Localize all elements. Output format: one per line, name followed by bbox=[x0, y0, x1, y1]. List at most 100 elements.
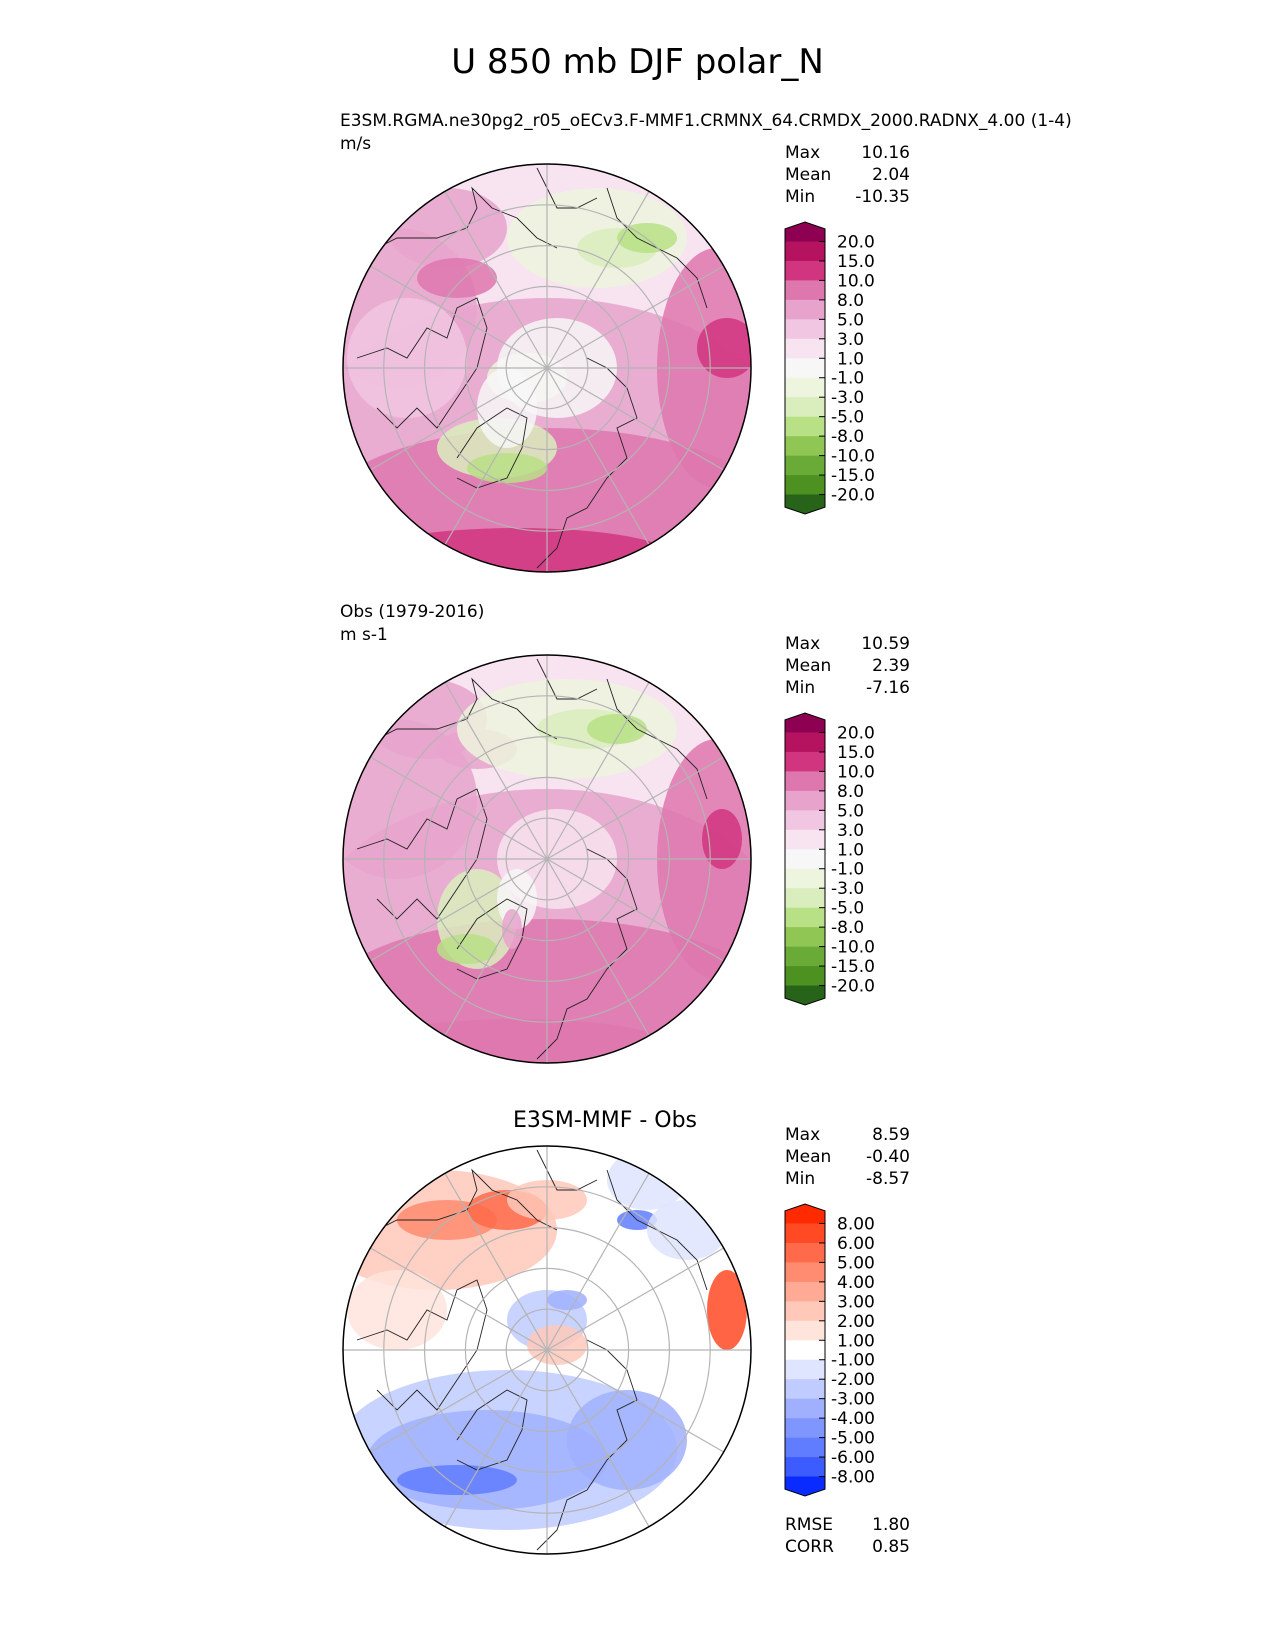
colorbar-tick-label: 1.00 bbox=[837, 1331, 875, 1351]
colorbar-extend-top bbox=[785, 1204, 825, 1224]
colorbar-tick-label: 1.0 bbox=[837, 349, 864, 369]
meridian-line bbox=[546, 1173, 650, 1351]
gridlines bbox=[343, 1146, 751, 1554]
colorbar-tick-label: 5.0 bbox=[837, 801, 864, 821]
stat-value: 10.16 bbox=[861, 143, 910, 163]
meridian-line bbox=[546, 1247, 724, 1351]
colorbar-segment bbox=[785, 260, 825, 281]
gridlines bbox=[343, 655, 751, 1063]
colorbar-tick-label: -4.00 bbox=[831, 1409, 875, 1429]
colorbar-segment bbox=[785, 241, 825, 262]
colorbar-segment bbox=[785, 751, 825, 772]
field-contour bbox=[587, 714, 647, 744]
colorbar-segment bbox=[785, 1340, 825, 1361]
meridian-line bbox=[546, 367, 724, 471]
colorbar-segment bbox=[785, 1281, 825, 1302]
colorbar-segment bbox=[785, 416, 825, 437]
stat-value: 8.59 bbox=[872, 1125, 910, 1145]
colorbar-tick-label: 15.0 bbox=[837, 252, 875, 272]
polar-map-1 bbox=[342, 163, 752, 573]
coastline bbox=[376, 186, 558, 249]
panel3-metrics: RMSE 1.80 CORR 0.85 bbox=[785, 1514, 910, 1558]
colorbar-segment bbox=[785, 475, 825, 495]
coastline bbox=[536, 357, 638, 569]
polar-map-3 bbox=[342, 1145, 752, 1555]
colorbar-tick-label: 5.00 bbox=[837, 1253, 875, 1273]
meridian-line bbox=[370, 265, 548, 369]
colorbar-segment bbox=[785, 1223, 825, 1244]
colorbar-extend-top bbox=[785, 713, 825, 733]
stat-label: Min bbox=[785, 187, 816, 207]
stat-value: -0.40 bbox=[866, 1147, 910, 1167]
field-contour bbox=[467, 453, 547, 483]
stat-value: -7.16 bbox=[866, 678, 910, 698]
meridian-line bbox=[370, 858, 548, 962]
colorbar-tick-label: 6.00 bbox=[837, 1234, 875, 1254]
colorbar-tick-label: -1.0 bbox=[831, 369, 864, 389]
stat-label: Mean bbox=[785, 165, 832, 185]
colorbar-tick-label: -20.0 bbox=[831, 486, 875, 506]
meridian-line bbox=[370, 1247, 548, 1351]
colorbar-segment bbox=[785, 946, 825, 967]
coastline bbox=[536, 167, 598, 209]
colorbar-tick-label: -3.0 bbox=[831, 388, 864, 408]
colorbar-segment bbox=[785, 907, 825, 928]
panel1-units: m/s bbox=[340, 134, 372, 154]
map-boundary bbox=[342, 1145, 752, 1555]
colorbar-outline bbox=[784, 712, 826, 1006]
colorbar-tick-label: -3.0 bbox=[831, 879, 864, 899]
meridian-line bbox=[444, 682, 548, 860]
coastline bbox=[536, 1339, 638, 1551]
gridlines bbox=[343, 164, 751, 572]
colorbar-tick-label: -8.00 bbox=[831, 1468, 875, 1488]
colorbar-segment bbox=[785, 1398, 825, 1419]
field-contour bbox=[417, 258, 497, 298]
colorbar-segment bbox=[785, 299, 825, 320]
colorbar-segment bbox=[785, 829, 825, 850]
stat-value: -10.35 bbox=[855, 187, 910, 207]
coastline bbox=[456, 898, 528, 980]
metric-value: 1.80 bbox=[872, 1515, 910, 1535]
meridian-line bbox=[370, 1349, 548, 1453]
field-contour bbox=[707, 1270, 747, 1350]
colorbar-tick-label: 8.0 bbox=[837, 291, 864, 311]
meridian-line bbox=[546, 1349, 724, 1453]
colorbar-tick-label: -1.00 bbox=[831, 1351, 875, 1371]
coastline bbox=[376, 677, 558, 740]
meridian-line bbox=[546, 1349, 650, 1527]
colorbar-extend-bottom bbox=[785, 1476, 825, 1496]
stat-label: Mean bbox=[785, 1147, 832, 1167]
stat-value: -8.57 bbox=[866, 1169, 910, 1189]
colorbar-segment bbox=[785, 790, 825, 811]
meridian-line bbox=[546, 682, 650, 860]
colorbar-tick-label: 8.0 bbox=[837, 782, 864, 802]
coastline bbox=[376, 1168, 558, 1231]
colorbar-3: 8.006.005.004.003.002.001.00-1.00-2.00-3… bbox=[784, 1203, 875, 1497]
colorbar-tick-label: -6.00 bbox=[831, 1448, 875, 1468]
field-contour bbox=[357, 1019, 677, 1063]
stat-value: 2.04 bbox=[872, 165, 910, 185]
colorbar-segment bbox=[785, 1379, 825, 1399]
map-boundary bbox=[342, 163, 752, 573]
colorbar-segment bbox=[785, 927, 825, 947]
colorbar-2: 20.015.010.08.05.03.01.0-1.0-3.0-5.0-8.0… bbox=[784, 712, 875, 1006]
figure-title: U 850 mb DJF polar_N bbox=[451, 42, 824, 82]
meridian-line bbox=[546, 858, 724, 962]
panel2-subtitle: Obs (1979-2016) bbox=[340, 602, 485, 622]
colorbar-tick-label: -5.00 bbox=[831, 1429, 875, 1449]
colorbar-segment bbox=[785, 1262, 825, 1283]
colorbar-segment bbox=[785, 810, 825, 831]
panel2-stats: Max 10.59 Mean 2.39 Min -7.16 bbox=[785, 633, 910, 699]
metric-label: CORR bbox=[785, 1537, 834, 1557]
colorbar-tick-label: -20.0 bbox=[831, 977, 875, 997]
field-contour bbox=[502, 909, 522, 949]
colorbar-tick-label: 8.00 bbox=[837, 1214, 875, 1234]
colorbar-tick-label: 20.0 bbox=[837, 723, 875, 743]
panel3-title: E3SM-MMF - Obs bbox=[512, 1108, 698, 1133]
colorbar-segment bbox=[785, 888, 825, 908]
colorbar-segment bbox=[785, 280, 825, 301]
coastline bbox=[356, 1279, 488, 1411]
colorbar-tick-label: -5.0 bbox=[831, 899, 864, 919]
meridian-line bbox=[444, 858, 548, 1036]
